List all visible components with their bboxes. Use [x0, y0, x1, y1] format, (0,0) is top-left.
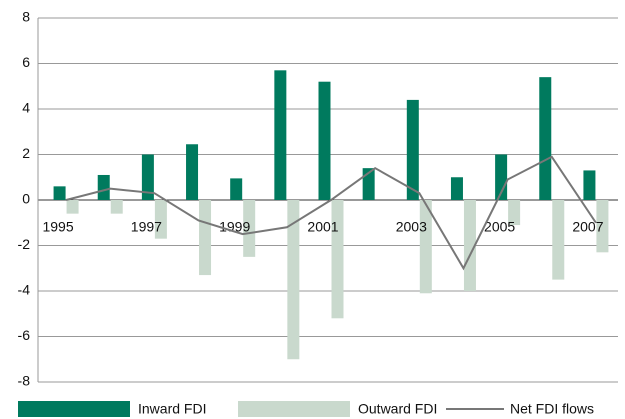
- bar: [287, 200, 300, 360]
- x-tick-label: 1995: [42, 219, 73, 235]
- x-tick-label: 2007: [572, 219, 603, 235]
- y-tick-label: 6: [22, 54, 30, 70]
- legend-label: Net FDI flows: [510, 401, 594, 417]
- y-tick-label: -6: [18, 327, 31, 343]
- x-tick-label: 2003: [396, 219, 427, 235]
- bar: [274, 70, 287, 200]
- bar: [508, 200, 521, 226]
- y-tick-label: 0: [22, 191, 30, 207]
- x-tick-label: 1997: [131, 219, 162, 235]
- y-tick-label: 4: [22, 100, 30, 116]
- x-tick-label: 2005: [484, 219, 515, 235]
- bar: [450, 177, 463, 200]
- legend-swatch: [238, 401, 350, 417]
- bar: [583, 170, 596, 200]
- y-tick-label: 2: [22, 145, 30, 161]
- bar: [110, 200, 123, 214]
- bar: [596, 200, 609, 253]
- bar: [552, 200, 565, 280]
- legend-label: Outward FDI: [358, 401, 437, 417]
- bar: [318, 81, 331, 200]
- bar: [331, 200, 344, 319]
- bar: [154, 200, 167, 239]
- bar: [53, 186, 66, 200]
- bar: [539, 77, 552, 200]
- line: [65, 155, 597, 271]
- bar: [97, 174, 110, 200]
- legend-swatch: [18, 401, 130, 417]
- y-tick-label: 8: [22, 9, 30, 25]
- bar: [230, 178, 243, 200]
- bar: [66, 200, 79, 214]
- y-tick-label: -2: [18, 236, 31, 252]
- x-tick-label: 2001: [307, 219, 338, 235]
- bar: [186, 144, 199, 200]
- y-tick-label: -4: [18, 282, 31, 298]
- x-tick-label: 1999: [219, 219, 250, 235]
- bar: [243, 200, 256, 257]
- bar: [141, 154, 154, 200]
- bar: [419, 200, 432, 294]
- bar: [406, 99, 419, 200]
- bar: [199, 200, 212, 276]
- y-tick-label: -8: [18, 373, 31, 389]
- legend-label: Inward FDI: [138, 401, 206, 417]
- bar: [463, 200, 476, 291]
